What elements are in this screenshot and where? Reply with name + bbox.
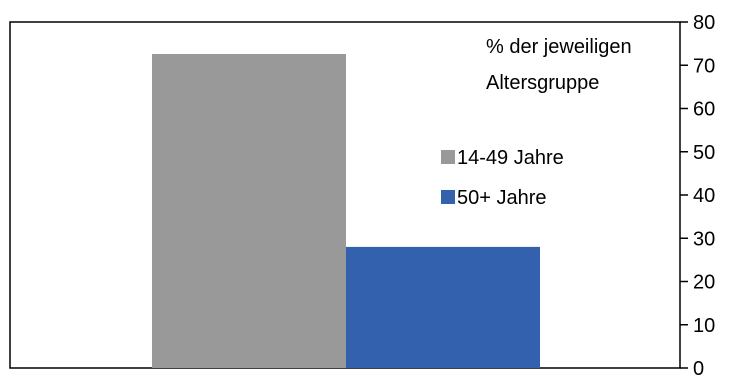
y-axis-label-line-2: Altersgruppe [486, 72, 599, 94]
legend: 14-49 Jahre 50+ Jahre [441, 147, 564, 209]
legend-label-50plus-jahre: 50+ Jahre [457, 187, 547, 209]
legend-swatch-50plus-jahre [441, 190, 455, 204]
bar-50plus-jahre [346, 246, 540, 368]
legend-label-14-49-jahre: 14-49 Jahre [457, 147, 564, 169]
y-tick-label: 30 [693, 228, 715, 250]
y-tick-label: 70 [693, 55, 715, 77]
bars-group [152, 54, 540, 368]
legend-swatch-14-49-jahre [441, 150, 455, 164]
y-tick-label: 10 [693, 315, 715, 337]
y-axis-label-line-1: % der jeweiligen [486, 36, 632, 58]
y-tick-label: 80 [693, 12, 715, 34]
y-tick-label: 60 [693, 99, 715, 121]
y-tick-label: 20 [693, 272, 715, 294]
y-tick-label: 40 [693, 185, 715, 207]
y-tick-label: 0 [693, 358, 704, 375]
y-axis: 0 10 20 30 40 50 60 70 80 [680, 12, 715, 380]
y-tick-label: 50 [693, 142, 715, 164]
bar-14-49-jahre [152, 54, 346, 368]
